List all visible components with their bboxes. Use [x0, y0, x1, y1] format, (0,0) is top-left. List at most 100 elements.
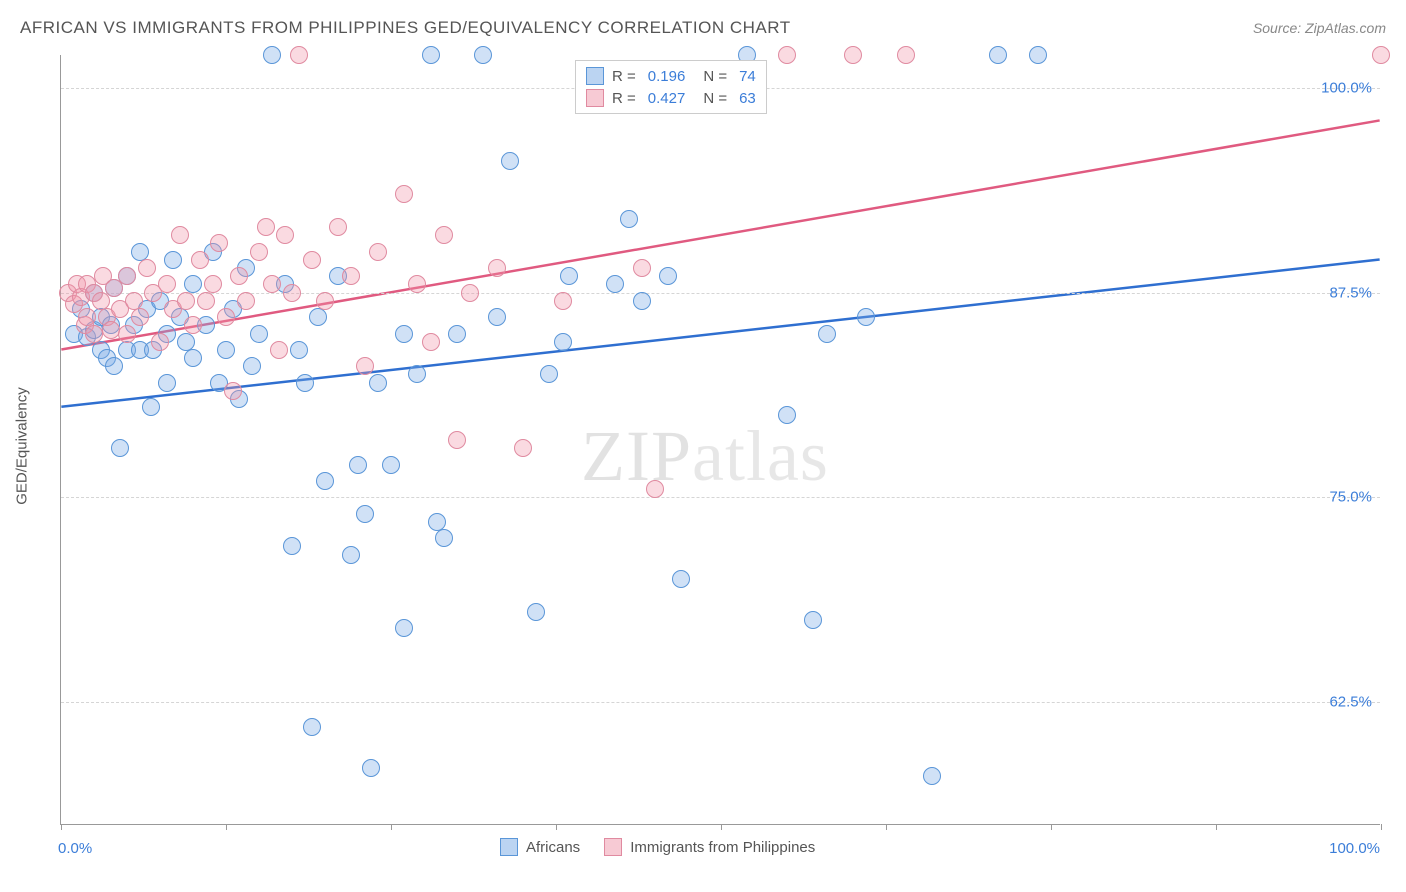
- x-tick: [61, 824, 62, 830]
- data-point: [395, 185, 413, 203]
- data-point: [540, 365, 558, 383]
- data-point: [158, 275, 176, 293]
- legend-n-value: 63: [739, 90, 756, 107]
- data-point: [283, 537, 301, 555]
- watermark-text-b: atlas: [692, 416, 829, 496]
- data-point: [210, 234, 228, 252]
- data-point: [184, 316, 202, 334]
- data-point: [633, 259, 651, 277]
- legend-n-label: N =: [703, 68, 727, 85]
- data-point: [620, 210, 638, 228]
- data-point: [138, 259, 156, 277]
- legend-series-item: Africans: [500, 838, 580, 856]
- data-point: [296, 374, 314, 392]
- data-point: [408, 275, 426, 293]
- data-point: [171, 226, 189, 244]
- data-point: [501, 152, 519, 170]
- data-point: [554, 333, 572, 351]
- legend-stats-row: R =0.196N =74: [586, 65, 756, 87]
- data-point: [448, 325, 466, 343]
- data-point: [250, 243, 268, 261]
- source-label: Source: ZipAtlas.com: [1253, 20, 1386, 36]
- data-point: [263, 46, 281, 64]
- data-point: [778, 46, 796, 64]
- data-point: [474, 46, 492, 64]
- x-tick: [1381, 824, 1382, 830]
- data-point: [309, 308, 327, 326]
- data-point: [395, 325, 413, 343]
- legend-swatch: [586, 67, 604, 85]
- data-point: [237, 292, 255, 310]
- trend-line: [61, 120, 1379, 349]
- data-point: [290, 341, 308, 359]
- x-tick: [391, 824, 392, 830]
- data-point: [362, 759, 380, 777]
- legend-swatch: [604, 838, 622, 856]
- data-point: [844, 46, 862, 64]
- data-point: [85, 325, 103, 343]
- x-tick: [1051, 824, 1052, 830]
- data-point: [527, 603, 545, 621]
- data-point: [217, 341, 235, 359]
- data-point: [131, 243, 149, 261]
- data-point: [177, 333, 195, 351]
- data-point: [349, 456, 367, 474]
- data-point: [369, 374, 387, 392]
- scatter-plot: ZIPatlas 62.5%75.0%87.5%100.0%: [60, 55, 1380, 825]
- data-point: [488, 308, 506, 326]
- legend-n-value: 74: [739, 68, 756, 85]
- data-point: [554, 292, 572, 310]
- legend-n-label: N =: [703, 90, 727, 107]
- data-point: [92, 292, 110, 310]
- data-point: [125, 292, 143, 310]
- legend-series-label: Africans: [526, 839, 580, 856]
- data-point: [184, 275, 202, 293]
- data-point: [989, 46, 1007, 64]
- data-point: [672, 570, 690, 588]
- data-point: [131, 308, 149, 326]
- data-point: [804, 611, 822, 629]
- trend-lines: [61, 55, 1380, 824]
- data-point: [818, 325, 836, 343]
- data-point: [382, 456, 400, 474]
- chart-title: AFRICAN VS IMMIGRANTS FROM PHILIPPINES G…: [20, 18, 791, 38]
- x-axis-max-label: 100.0%: [1329, 840, 1380, 857]
- data-point: [606, 275, 624, 293]
- y-axis-title: GED/Equivalency: [14, 387, 31, 505]
- data-point: [633, 292, 651, 310]
- data-point: [857, 308, 875, 326]
- x-tick: [226, 824, 227, 830]
- data-point: [329, 218, 347, 236]
- data-point: [778, 406, 796, 424]
- data-point: [1029, 46, 1047, 64]
- data-point: [303, 718, 321, 736]
- data-point: [78, 308, 96, 326]
- data-point: [142, 398, 160, 416]
- data-point: [435, 529, 453, 547]
- watermark-text-a: ZIP: [581, 416, 692, 496]
- data-point: [290, 46, 308, 64]
- x-tick: [1216, 824, 1217, 830]
- data-point: [276, 226, 294, 244]
- data-point: [369, 243, 387, 261]
- data-point: [105, 357, 123, 375]
- data-point: [204, 275, 222, 293]
- legend-series-label: Immigrants from Philippines: [630, 839, 815, 856]
- data-point: [488, 259, 506, 277]
- data-point: [184, 349, 202, 367]
- data-point: [316, 472, 334, 490]
- y-tick-label: 75.0%: [1329, 489, 1372, 506]
- legend-r-label: R =: [612, 90, 636, 107]
- legend-stats-row: R =0.427N =63: [586, 87, 756, 109]
- data-point: [422, 46, 440, 64]
- legend-stats: R =0.196N =74R =0.427N =63: [575, 60, 767, 114]
- gridline: [61, 293, 1380, 294]
- watermark: ZIPatlas: [581, 415, 829, 498]
- data-point: [217, 308, 235, 326]
- legend-r-value: 0.196: [648, 68, 686, 85]
- data-point: [316, 292, 334, 310]
- data-point: [356, 505, 374, 523]
- y-tick-label: 87.5%: [1329, 284, 1372, 301]
- x-tick: [556, 824, 557, 830]
- data-point: [263, 275, 281, 293]
